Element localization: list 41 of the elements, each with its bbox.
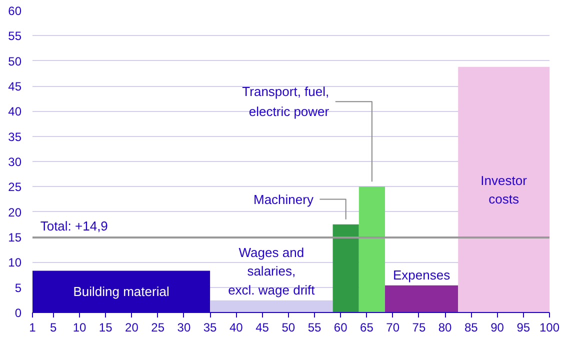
x-tick-label: 90 <box>490 320 504 334</box>
y-tick-label: 0 <box>14 306 22 320</box>
y-tick-label: 15 <box>8 230 22 244</box>
y-tick-label: 60 <box>8 4 22 18</box>
y-tick-label: 20 <box>8 205 22 220</box>
x-tick-label: 95 <box>516 320 530 334</box>
annotation: Building material <box>73 284 170 300</box>
y-tick-label: 40 <box>8 104 22 119</box>
y-tick-label: 55 <box>8 29 22 44</box>
x-tick-label: 25 <box>151 320 165 334</box>
y-tick-label: 35 <box>8 130 22 144</box>
x-tick-label: 80 <box>438 320 452 334</box>
x-tick-label: 100 <box>539 320 560 334</box>
x-tick-label: 1 <box>29 320 36 334</box>
y-tick-label: 45 <box>8 80 22 94</box>
y-tick-label: 30 <box>8 155 22 169</box>
x-tick-label: 40 <box>229 320 244 334</box>
x-tick-label: 55 <box>308 320 322 334</box>
x-tick-label: 20 <box>125 320 139 334</box>
x-tick-label: 75 <box>412 320 426 334</box>
x-tick-label: 45 <box>256 320 270 334</box>
x-tick-label: 30 <box>177 320 191 334</box>
annotation: Transport, fuel, electric power <box>242 84 330 120</box>
annotation: Wages and salaries, excl. wage drift <box>228 244 316 298</box>
x-tick-label: 85 <box>464 320 478 334</box>
x-tick-label: 35 <box>203 320 218 334</box>
y-tick-label: 10 <box>8 256 22 270</box>
x-tick-label: 60 <box>334 320 348 334</box>
annotation: Investor costs <box>480 172 528 207</box>
ref-line-label: Total: +14,9 <box>40 218 108 234</box>
x-tick-label: 15 <box>98 320 113 334</box>
x-tick-label: 50 <box>282 320 296 334</box>
x-tick-label: 65 <box>360 320 374 334</box>
y-tick-label: 50 <box>8 54 22 68</box>
x-tick-label: 70 <box>386 320 400 334</box>
y-tick-label: 25 <box>8 180 22 194</box>
annotation: Machinery <box>253 192 314 207</box>
x-tick-label: 5 <box>50 320 58 334</box>
annotation: Expenses <box>393 267 451 282</box>
y-tick-label: 5 <box>14 280 22 295</box>
x-tick-label: 10 <box>72 320 86 334</box>
